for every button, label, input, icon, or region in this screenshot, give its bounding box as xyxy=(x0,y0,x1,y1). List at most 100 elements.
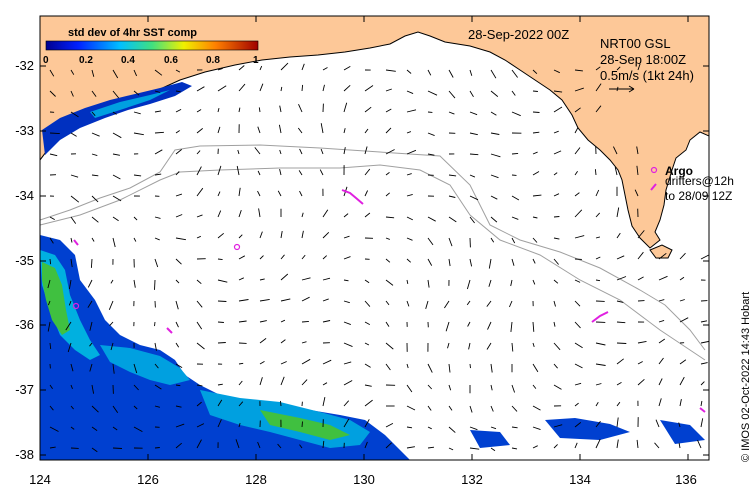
current-vector xyxy=(406,109,417,113)
argo-float xyxy=(233,243,241,251)
current-vector xyxy=(89,342,93,347)
current-vector xyxy=(238,299,249,302)
current-vector xyxy=(427,132,435,137)
current-vector xyxy=(254,147,261,155)
colorbar xyxy=(45,40,259,51)
current-vector xyxy=(175,321,179,328)
product-time: 28-Sep 18:00Z xyxy=(600,52,687,67)
current-vector xyxy=(553,130,559,134)
current-vector xyxy=(196,300,203,308)
current-vector xyxy=(385,321,390,327)
current-vector xyxy=(259,320,267,323)
current-vector xyxy=(532,237,538,243)
current-vector xyxy=(469,447,480,450)
current-vector xyxy=(70,363,74,372)
current-vector xyxy=(154,384,162,390)
current-vector xyxy=(364,146,368,155)
current-vector xyxy=(385,423,394,428)
current-vector xyxy=(238,277,244,281)
current-vector xyxy=(68,279,72,290)
current-vector xyxy=(70,258,73,268)
current-vector xyxy=(469,216,475,224)
current-vector xyxy=(532,279,536,285)
current-vector xyxy=(133,237,137,242)
current-vector xyxy=(469,132,478,136)
current-vector xyxy=(532,216,538,219)
current-vector xyxy=(511,111,521,117)
legend-drifters-line1: drifters@12h xyxy=(665,174,734,188)
current-vector xyxy=(68,300,72,306)
current-vector xyxy=(217,279,228,283)
current-vector xyxy=(574,170,578,176)
current-vector xyxy=(364,190,369,197)
current-vector xyxy=(343,279,349,282)
current-vector xyxy=(91,216,99,223)
current-vector xyxy=(175,423,185,428)
current-vector xyxy=(343,380,353,386)
current-vector xyxy=(91,132,100,137)
current-vector xyxy=(217,191,221,197)
current-vector xyxy=(385,279,394,286)
current-vector xyxy=(280,86,283,92)
current-vector xyxy=(427,426,432,430)
current-vector xyxy=(175,384,181,387)
current-vector xyxy=(49,384,53,389)
current-vector xyxy=(89,363,93,372)
current-vector xyxy=(154,363,159,369)
current-vector xyxy=(364,363,371,368)
current-vector xyxy=(320,148,324,155)
current-vector xyxy=(427,446,435,449)
current-vector xyxy=(154,110,162,113)
current-vector xyxy=(658,275,668,281)
current-vector xyxy=(406,173,412,176)
current-vector xyxy=(257,441,261,449)
current-vector xyxy=(658,319,665,323)
current-vector xyxy=(319,169,324,176)
current-vector xyxy=(196,423,205,428)
current-vector xyxy=(448,363,451,373)
current-vector xyxy=(49,446,56,449)
current-vector xyxy=(679,299,685,302)
current-vector xyxy=(532,131,540,134)
current-vector xyxy=(385,237,390,240)
current-vector xyxy=(109,321,114,327)
current-vector xyxy=(279,168,282,176)
y-tick-label: -36 xyxy=(15,317,34,332)
current-vector xyxy=(154,216,161,219)
current-vector xyxy=(49,405,54,411)
current-vector xyxy=(427,363,433,373)
current-vector xyxy=(343,361,352,365)
current-vector xyxy=(280,273,289,281)
current-vector xyxy=(301,421,303,428)
current-vector xyxy=(574,342,583,349)
current-vector xyxy=(486,342,492,350)
current-vector xyxy=(553,193,560,197)
current-vector xyxy=(175,193,183,197)
current-vector xyxy=(574,382,582,386)
colorbar-tick: 0.2 xyxy=(79,55,93,66)
current-vector xyxy=(595,363,606,366)
current-vector xyxy=(364,279,370,284)
current-vector xyxy=(553,321,556,327)
current-vector xyxy=(616,439,619,449)
current-vector xyxy=(217,383,223,386)
current-vector xyxy=(574,69,583,72)
current-vector xyxy=(259,231,263,239)
current-vector xyxy=(154,405,161,408)
current-vector xyxy=(511,384,516,393)
current-vector xyxy=(469,90,474,98)
current-vector xyxy=(70,111,79,118)
current-vector xyxy=(364,399,373,407)
current-vector xyxy=(298,104,303,113)
current-vector xyxy=(67,342,72,353)
current-vector xyxy=(612,146,618,155)
current-vector xyxy=(448,90,456,99)
current-vector xyxy=(385,108,392,113)
current-vector xyxy=(553,237,560,240)
current-vector xyxy=(280,400,282,407)
current-vector xyxy=(490,405,494,412)
current-vector xyxy=(196,342,205,350)
product-info: NRT00 GSL 28-Sep 18:00Z 0.5m/s (1kt 24h) xyxy=(600,36,694,84)
current-vector xyxy=(154,69,163,76)
current-vector xyxy=(280,231,283,239)
